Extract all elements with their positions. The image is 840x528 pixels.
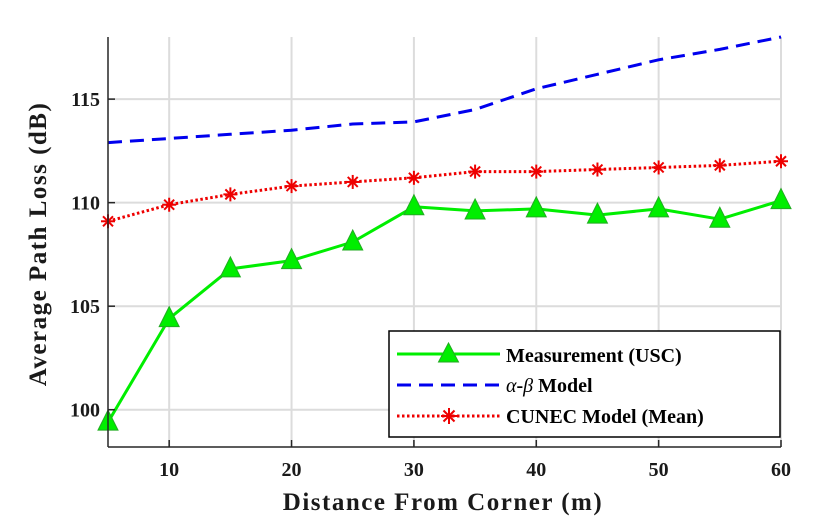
data-point-cunec: [162, 197, 177, 212]
legend-label-cunec: CUNEC Model (Mean): [506, 406, 704, 428]
x-tick-label: 40: [526, 459, 546, 481]
data-point-cunec: [651, 160, 666, 175]
x-tick-label: 10: [159, 459, 179, 481]
data-point-measurement: [525, 195, 548, 218]
legend-marker-asterisk: [441, 408, 457, 424]
data-point-measurement: [403, 193, 425, 216]
data-point-cunec: [406, 170, 421, 185]
y-tick-label: 105: [70, 296, 100, 318]
legend-beta-symbol: β: [522, 375, 533, 397]
y-tick-label: 115: [71, 89, 100, 111]
data-point-cunec: [529, 164, 544, 179]
axes: [107, 37, 782, 448]
series-line-2: [107, 159, 782, 223]
data-point-cunec: [774, 154, 788, 169]
y-tick-label: 100: [70, 400, 100, 422]
y-axis-label: Average Path Loss (dB): [25, 102, 52, 387]
data-point-measurement: [464, 197, 486, 220]
data-point-measurement: [770, 187, 792, 210]
data-point-measurement: [158, 305, 180, 328]
legend-dash: -: [517, 375, 524, 397]
asterisk-stroke: [285, 180, 298, 192]
x-tick-label: 20: [282, 459, 302, 481]
legend-entry-cunec: CUNEC Model (Mean): [397, 406, 704, 428]
asterisk-stroke: [408, 172, 420, 184]
data-point-cunec: [590, 162, 605, 177]
asterisk-stroke: [775, 155, 787, 167]
legend-entry-alpha-beta: α-β Model: [397, 375, 593, 397]
asterisk-stroke: [347, 176, 359, 188]
legend-label-alpha-beta: α-β Model: [506, 375, 593, 397]
data-point-cunec: [712, 158, 727, 173]
asterisk-stroke: [530, 165, 542, 178]
data-point-measurement: [280, 247, 303, 270]
x-axis-label: Distance From Corner (m): [283, 489, 603, 516]
asterisk-stroke: [652, 161, 665, 174]
asterisk-stroke: [224, 188, 237, 201]
legend-alpha-symbol: α: [506, 375, 517, 397]
asterisk-stroke: [469, 165, 481, 178]
series-layer: [97, 35, 792, 431]
asterisk-stroke: [163, 199, 175, 211]
asterisk-stroke: [714, 159, 726, 172]
data-point-cunec: [284, 179, 299, 194]
x-tick-label: 60: [771, 459, 791, 481]
data-point-cunec: [223, 187, 238, 202]
data-point-measurement: [709, 206, 731, 228]
legend-entry-measurement: Measurement (USC): [397, 341, 682, 367]
legend-label-measurement: Measurement (USC): [506, 345, 682, 367]
tick-labels: 10 20 30 40 50 60 100 105 110 115: [70, 89, 791, 481]
asterisk-stroke: [591, 163, 604, 176]
x-tick-label: 30: [404, 459, 424, 481]
legend: Measurement (USC) α-β Model CUNEC Model …: [388, 330, 781, 438]
y-tick-label: 110: [71, 193, 100, 215]
data-point-measurement: [341, 228, 364, 251]
data-point-cunec: [345, 174, 360, 189]
grid: [108, 37, 782, 447]
data-point-measurement: [586, 201, 609, 224]
x-tick-label: 50: [649, 459, 669, 481]
series-line-1: [107, 35, 782, 145]
legend-model-text: Model: [533, 375, 593, 397]
data-point-cunec: [468, 164, 483, 179]
data-point-measurement: [219, 255, 242, 278]
legend-marker-triangle: [437, 341, 460, 363]
data-point-measurement: [647, 195, 670, 218]
